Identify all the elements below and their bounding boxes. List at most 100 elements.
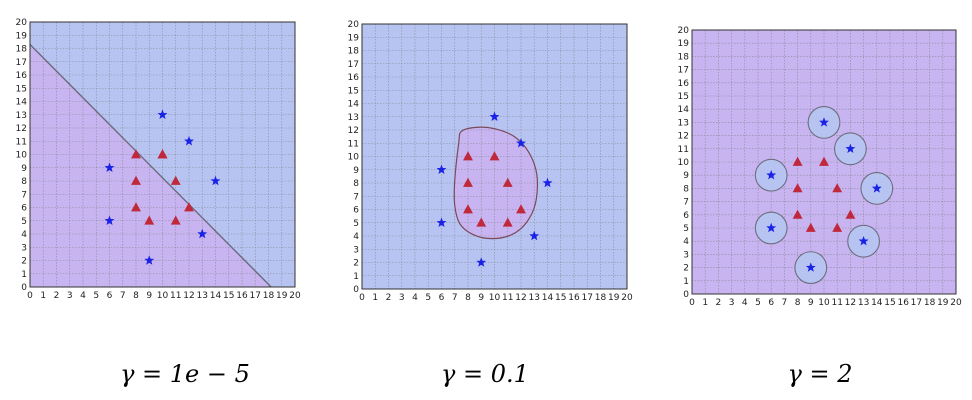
y-tick-label: 4	[683, 237, 689, 247]
triangle-point	[805, 222, 816, 232]
star-point	[766, 170, 777, 180]
scatter-plot-1: 0 1 2 3 4 5 6 7 8 9 10 11 12 13 14 15 16 17 18 19 2001234567…	[16, 18, 301, 301]
y-tick-label: 2	[21, 257, 27, 267]
y-tick-label: 12	[348, 126, 359, 136]
x-tick-label: 3	[399, 293, 405, 303]
caption-gamma-2: γ = 2	[787, 360, 853, 388]
x-tick-label: 6	[439, 293, 445, 303]
triangle-point	[832, 183, 843, 193]
y-tick-label: 19	[16, 31, 28, 41]
caption-gamma-0-1: γ = 0.1	[441, 360, 529, 388]
star-point	[529, 230, 540, 241]
x-tick-label: 6	[107, 291, 113, 301]
x-tick-label: 11	[502, 293, 513, 303]
x-tick-label: 19	[608, 293, 620, 303]
y-tick-label: 3	[21, 243, 27, 253]
y-tick-label: 10	[16, 151, 28, 161]
x-tick-label: 7	[120, 291, 126, 301]
y-tick-label: 9	[21, 164, 27, 174]
decision-boundary	[30, 44, 272, 287]
y-tick-label: 2	[683, 264, 689, 274]
x-tick-label: 20	[950, 298, 962, 308]
scatter-plot-2: 0 1 2 3 4 5 6 7 8 9 10 11 12 13 14 15 16 17 18 19 2001234567…	[348, 20, 633, 303]
star-point	[858, 236, 869, 246]
y-tick-label: 17	[348, 60, 359, 70]
x-tick-label: 20	[289, 291, 301, 301]
x-tick-label: 7	[452, 293, 458, 303]
x-tick-label: 12	[845, 298, 856, 308]
triangle-point	[502, 177, 513, 187]
y-tick-label: 7	[21, 190, 27, 200]
y-tick-label: 10	[678, 158, 690, 168]
star-point	[819, 117, 829, 127]
y-tick-label: 20	[16, 18, 28, 28]
y-tick-label: 5	[353, 219, 359, 229]
plot-frame	[29, 21, 296, 288]
y-tick-label: 1	[353, 272, 359, 282]
x-tick-label: 5	[93, 291, 99, 301]
x-tick-label: 16	[897, 298, 909, 308]
x-tick-label: 16	[568, 293, 580, 303]
y-tick-label: 19	[678, 39, 690, 49]
star-point	[766, 222, 777, 233]
triangle-point	[489, 151, 500, 161]
star-point	[104, 215, 115, 225]
x-tick-label: 18	[924, 298, 936, 308]
triangle-point	[463, 151, 473, 161]
y-tick-label: 20	[348, 20, 360, 30]
y-tick-label: 4	[21, 230, 27, 240]
panel-gamma-0-1: 0 1 2 3 4 5 6 7 8 9 10 11 12 13 14 15 16 17 18 19 20 0 1 2 3 4 5 6 7…	[325, 0, 635, 324]
star-point	[104, 162, 115, 172]
x-tick-label: 4	[80, 291, 86, 301]
y-tick-label: 9	[683, 171, 689, 181]
triangle-point	[476, 217, 487, 227]
y-tick-label: 2	[353, 259, 359, 269]
x-tick-label: 0	[689, 298, 695, 308]
y-tick-label: 8	[683, 184, 689, 194]
x-tick-label: 15	[223, 291, 234, 301]
x-tick-label: 20	[621, 293, 633, 303]
x-tick-label: 5	[755, 298, 761, 308]
y-tick-label: 5	[21, 217, 27, 227]
star-point	[436, 217, 447, 227]
y-tick-label: 8	[353, 179, 359, 189]
x-tick-label: 12	[515, 293, 526, 303]
y-tick-label: 13	[678, 118, 689, 128]
y-tick-label: 6	[353, 206, 359, 216]
x-tick-label: 12	[183, 291, 194, 301]
triangle-point	[144, 215, 155, 225]
x-tick-label: 1	[702, 298, 708, 308]
x-tick-label: 9	[478, 293, 484, 303]
star-point	[157, 109, 168, 119]
star-point	[144, 255, 155, 265]
y-tick-label: 14	[348, 100, 360, 110]
y-tick-label: 11	[16, 137, 27, 147]
x-tick-label: 1	[40, 291, 46, 301]
star-point	[489, 111, 500, 121]
y-tick-label: 4	[353, 232, 359, 242]
region-triangle-class	[454, 127, 538, 239]
x-tick-label: 15	[884, 298, 895, 308]
y-tick-label: 0	[683, 290, 689, 300]
y-tick-label: 1	[21, 270, 27, 280]
y-tick-label: 15	[678, 92, 689, 102]
star-point	[845, 143, 856, 154]
x-tick-label: 9	[808, 298, 814, 308]
triangle-point	[463, 204, 473, 214]
x-tick-label: 17	[582, 293, 593, 303]
star-point	[184, 136, 194, 146]
x-tick-label: 13	[529, 293, 540, 303]
star-point	[197, 228, 208, 239]
y-tick-label: 8	[21, 177, 27, 187]
triangle-point	[463, 177, 473, 187]
y-tick-label: 5	[683, 224, 689, 234]
y-tick-label: 14	[678, 105, 690, 115]
x-tick-label: 6	[768, 298, 774, 308]
y-tick-label: 6	[683, 211, 689, 221]
x-tick-label: 8	[465, 293, 471, 303]
y-tick-label: 16	[348, 73, 360, 83]
x-tick-label: 16	[236, 291, 248, 301]
x-tick-label: 11	[831, 298, 842, 308]
x-tick-label: 0	[359, 293, 365, 303]
triangle-point	[516, 204, 526, 214]
